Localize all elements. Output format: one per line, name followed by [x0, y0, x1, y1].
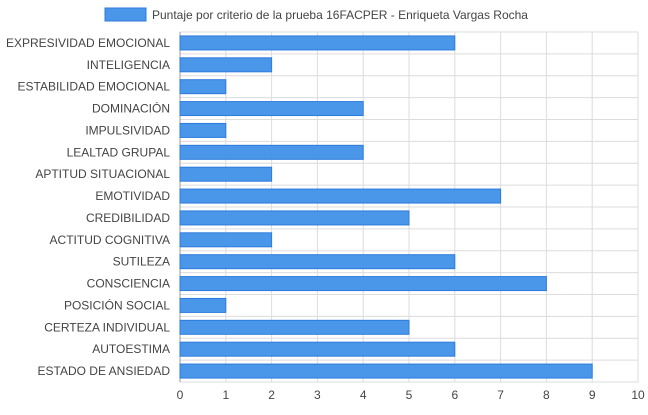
category-label: EXPRESIVIDAD EMOCIONAL: [6, 36, 170, 50]
bar: [179, 341, 456, 357]
bar: [179, 122, 227, 138]
x-tick-label: 6: [451, 388, 458, 402]
x-tick-label: 5: [406, 388, 413, 402]
bar: [179, 232, 273, 248]
bar: [179, 188, 502, 204]
bar: [179, 254, 456, 270]
x-tick-label: 1: [222, 388, 229, 402]
x-tick-label: 0: [177, 388, 184, 402]
x-tick-label: 7: [497, 388, 504, 402]
bar: [179, 276, 547, 292]
category-label: APTITUD SITUACIONAL: [35, 167, 170, 181]
category-label: LEALTAD GRUPAL: [67, 145, 171, 159]
category-label: CREDIBILIDAD: [86, 211, 170, 225]
x-tick-label: 10: [631, 388, 645, 402]
x-tick-label: 8: [543, 388, 550, 402]
x-tick-label: 3: [314, 388, 321, 402]
x-tick-label: 2: [268, 388, 275, 402]
legend-label: Puntaje por criterio de la prueba 16FACP…: [152, 8, 528, 22]
category-label: ESTABILIDAD EMOCIONAL: [18, 80, 171, 94]
bar: [179, 79, 227, 95]
category-label: CONSCIENCIA: [87, 277, 170, 291]
category-label: POSICIÓN SOCIAL: [64, 297, 170, 312]
bar: [179, 101, 364, 117]
category-label: IMPULSIVIDAD: [85, 123, 170, 137]
category-label: CERTEZA INDIVIDUAL: [44, 320, 170, 334]
bar: [179, 363, 593, 379]
category-label: ACTITUD COGNITIVA: [50, 233, 170, 247]
bar: [179, 35, 456, 51]
bar: [179, 210, 410, 226]
category-label: INTELIGENCIA: [87, 58, 170, 72]
category-label: EMOTIVIDAD: [95, 189, 170, 203]
bar: [179, 297, 227, 313]
bar: [179, 57, 273, 73]
x-tick-label: 9: [589, 388, 596, 402]
bar: [179, 319, 410, 335]
bar: [179, 166, 273, 182]
category-label: SUTILEZA: [113, 255, 170, 269]
bar: [179, 144, 364, 160]
x-tick-label: 4: [360, 388, 367, 402]
legend-swatch: [104, 7, 147, 22]
category-label: AUTOESTIMA: [92, 342, 170, 356]
category-label: ESTADO DE ANSIEDAD: [38, 364, 171, 378]
category-label: DOMINACIÓN: [92, 101, 170, 116]
